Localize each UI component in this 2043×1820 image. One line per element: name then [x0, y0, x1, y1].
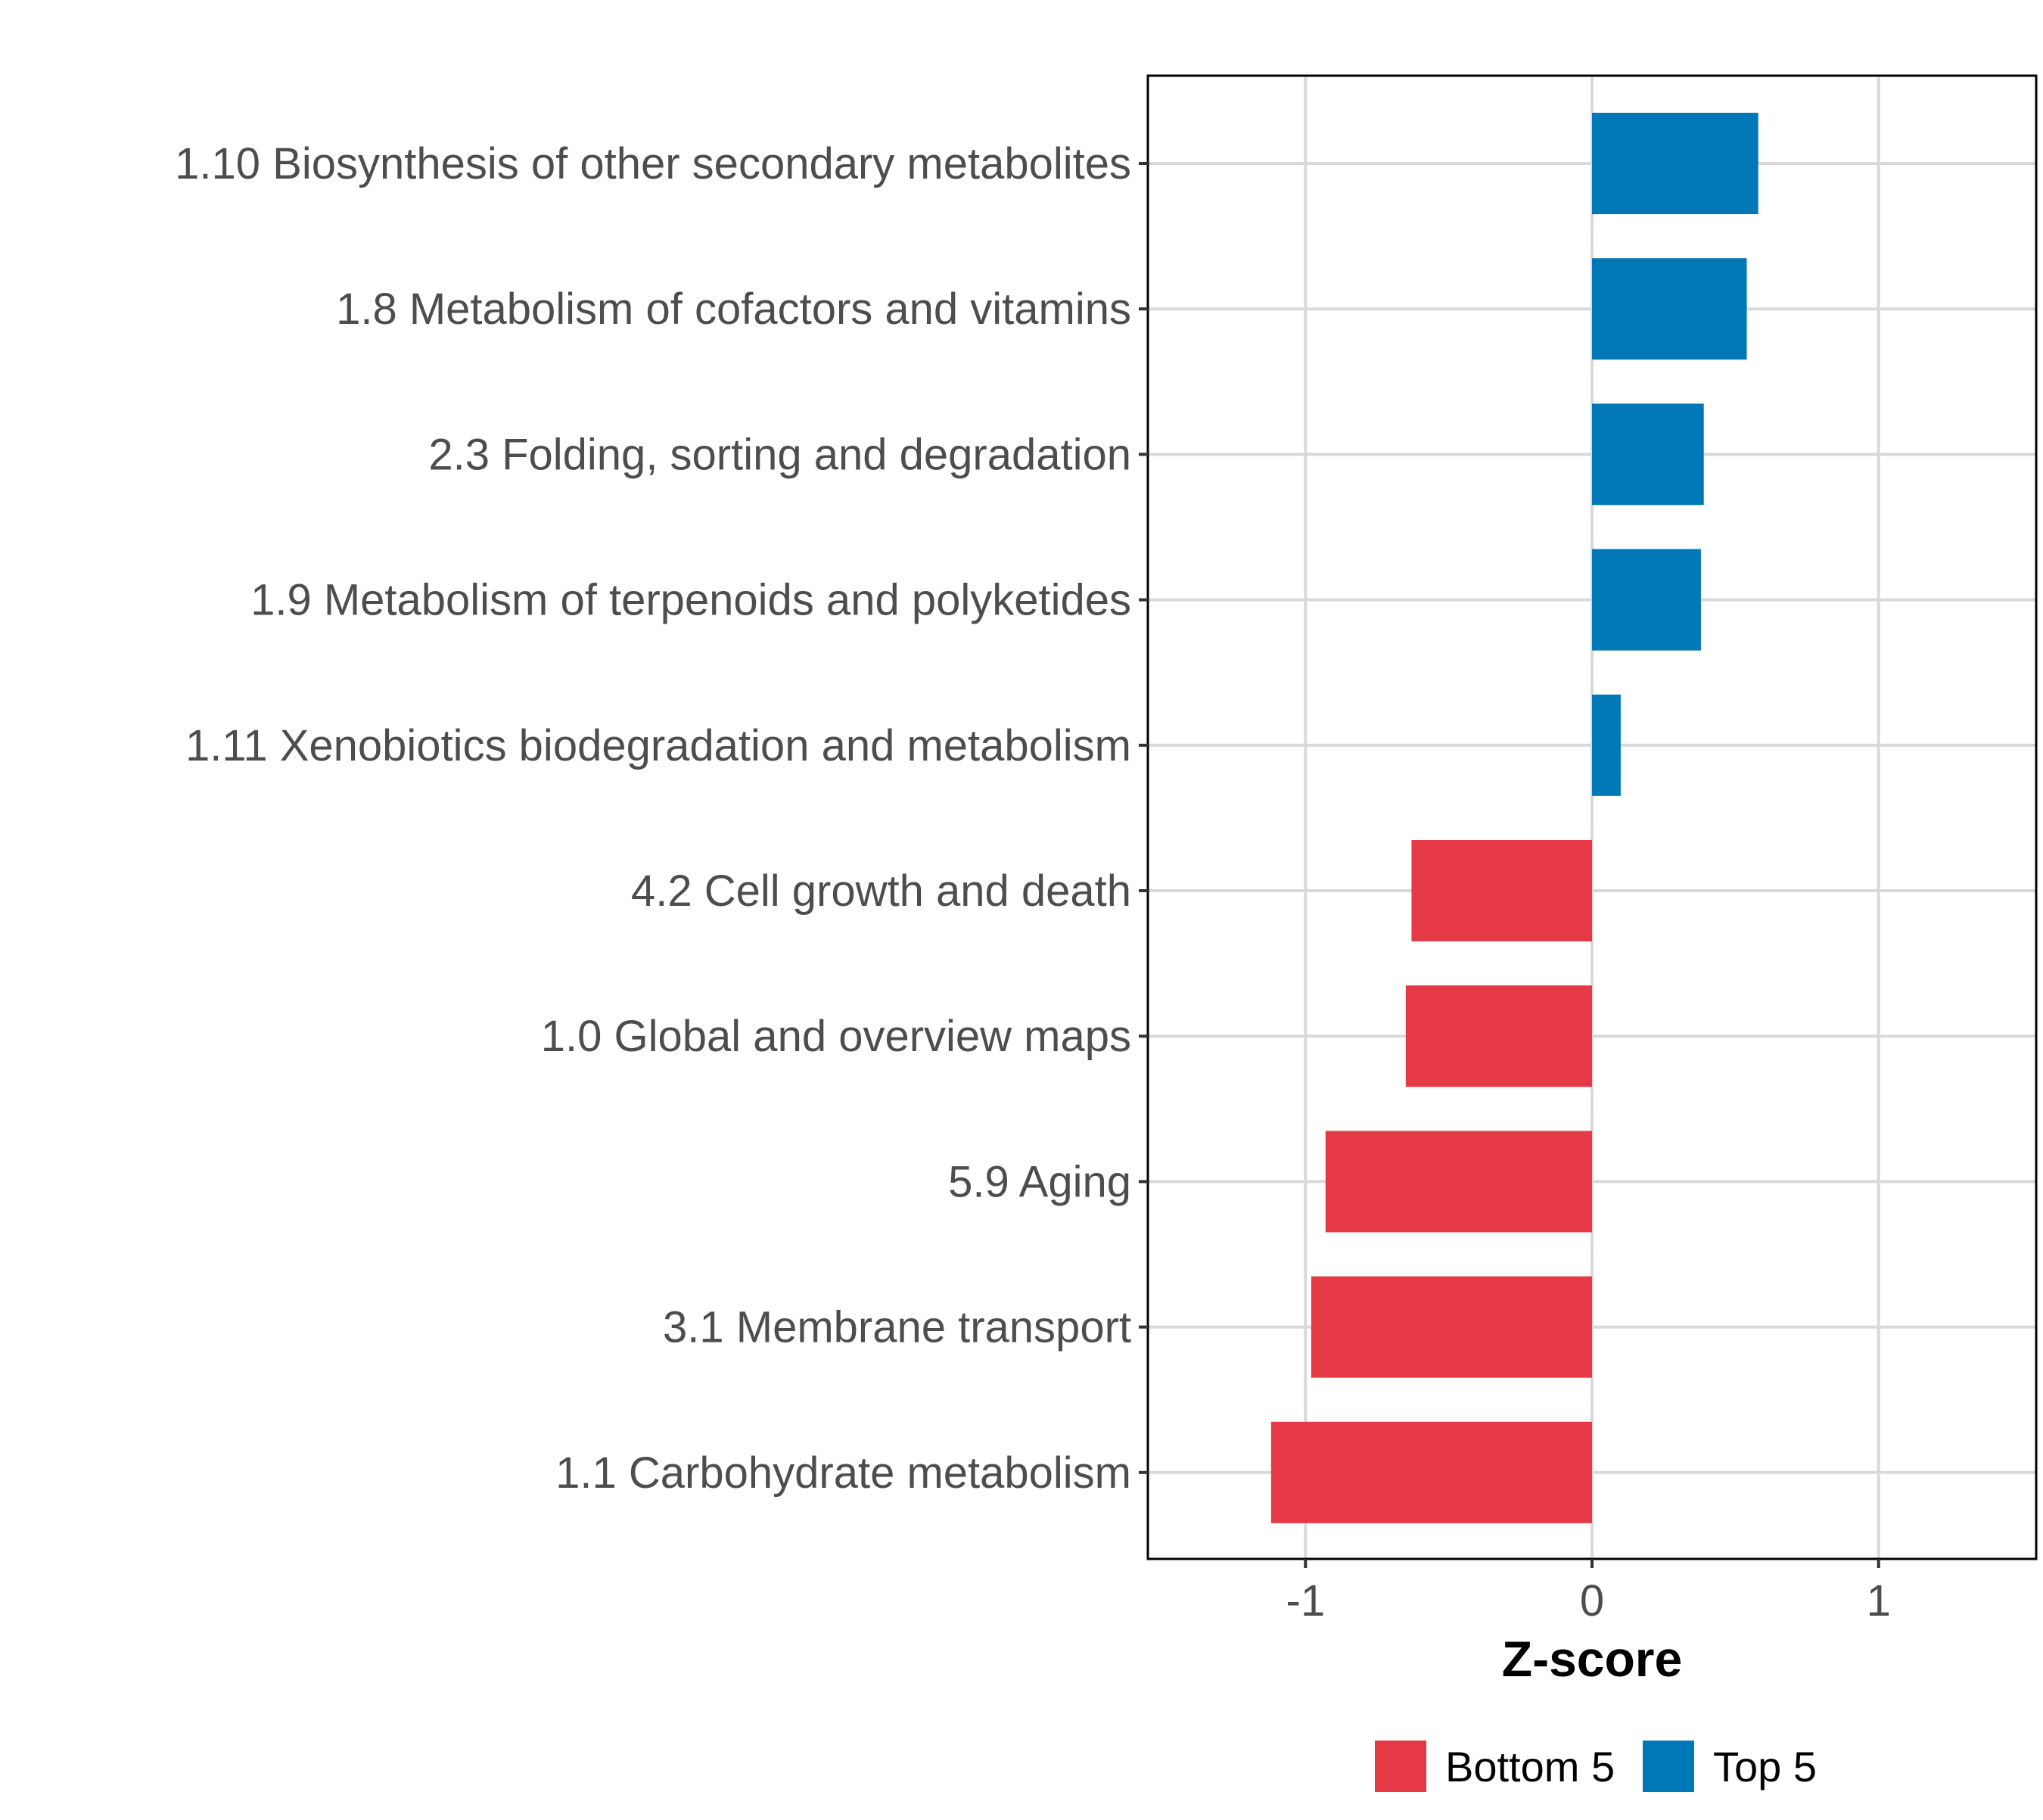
- bar-3: [1592, 403, 1704, 506]
- bar-2: [1592, 258, 1747, 360]
- legend-key-top-5: [1643, 1741, 1694, 1792]
- x-tick-label: -1: [1286, 1576, 1326, 1626]
- x-axis-title: Z-score: [1502, 1631, 1682, 1687]
- y-tick-label: 5.9 Aging: [948, 1157, 1131, 1206]
- bar-9: [1311, 1276, 1592, 1378]
- y-tick-label: 1.0 Global and overview maps: [541, 1012, 1131, 1061]
- bar-10: [1270, 1421, 1592, 1523]
- y-axis: 1.10 Biosynthesis of other secondary met…: [175, 139, 1148, 1498]
- legend-key-bottom-5: [1375, 1741, 1426, 1792]
- bar-7: [1405, 985, 1592, 1087]
- y-tick-label: 2.3 Folding, sorting and degradation: [428, 430, 1131, 479]
- legend-label: Top 5: [1713, 1743, 1817, 1790]
- x-tick-label: 1: [1867, 1576, 1891, 1626]
- bar-4: [1592, 549, 1701, 651]
- bar-layer: [1270, 113, 1758, 1523]
- bar-8: [1325, 1131, 1592, 1233]
- y-tick-label: 4.2 Cell growth and death: [631, 866, 1131, 916]
- x-tick-label: 0: [1580, 1576, 1604, 1626]
- y-tick-label: 1.9 Metabolism of terpenoids and polyket…: [250, 576, 1131, 625]
- y-tick-label: 1.1 Carbohydrate metabolism: [555, 1448, 1131, 1498]
- y-tick-label: 1.8 Metabolism of cofactors and vitamins: [336, 285, 1131, 334]
- bar-5: [1592, 694, 1621, 796]
- y-tick-label: 3.1 Membrane transport: [663, 1303, 1131, 1352]
- bar-6: [1411, 840, 1592, 941]
- y-tick-label: 1.10 Biosynthesis of other secondary met…: [175, 139, 1131, 188]
- y-tick-label: 1.11 Xenobiotics biodegradation and meta…: [185, 721, 1131, 770]
- legend: Bottom 5 Top 5: [1375, 1741, 1817, 1792]
- legend-label: Bottom 5: [1445, 1743, 1615, 1790]
- bar-1: [1592, 113, 1758, 214]
- x-axis: -1 0 1: [1286, 1559, 1891, 1626]
